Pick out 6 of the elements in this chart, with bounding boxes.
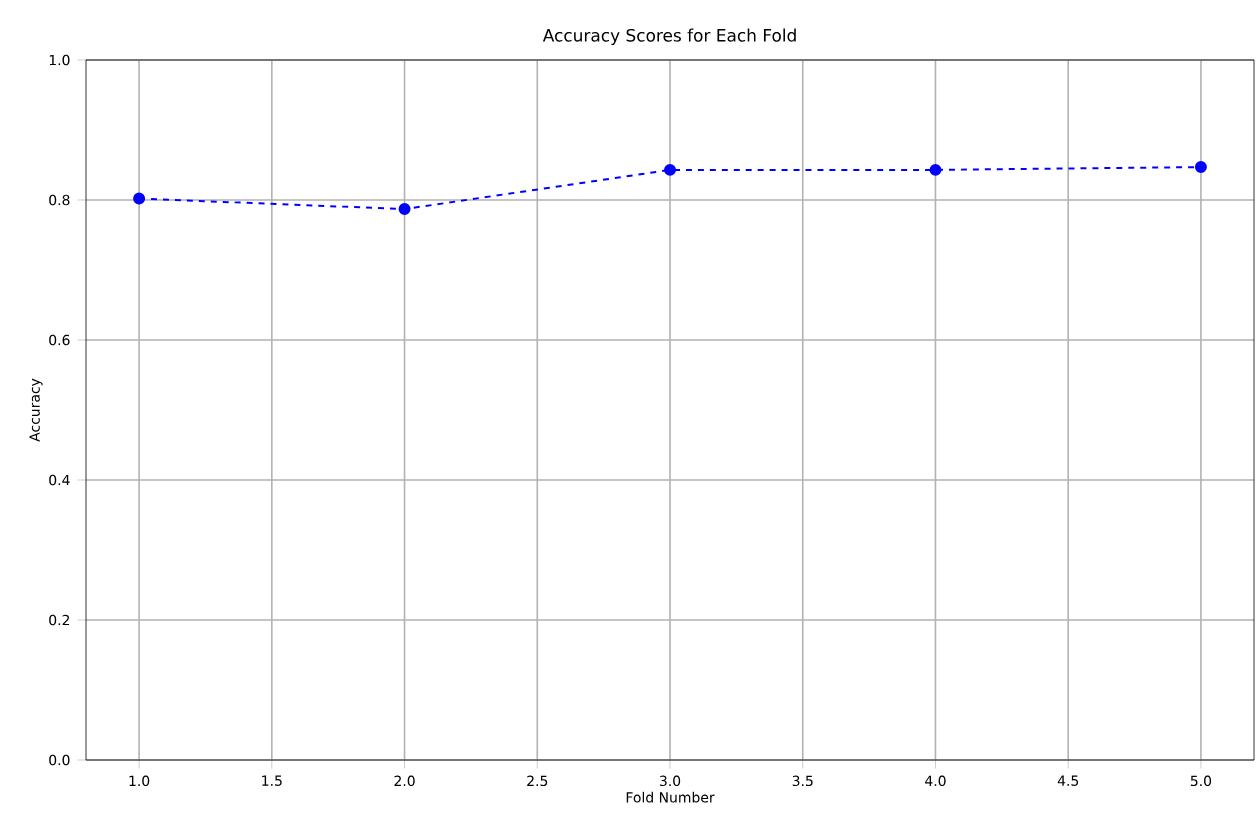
point [398,203,411,216]
point [133,192,146,205]
point [929,163,942,176]
point [664,163,676,176]
point [1194,161,1207,174]
chart-title: Accuracy Scores for Each Fold [542,28,796,45]
